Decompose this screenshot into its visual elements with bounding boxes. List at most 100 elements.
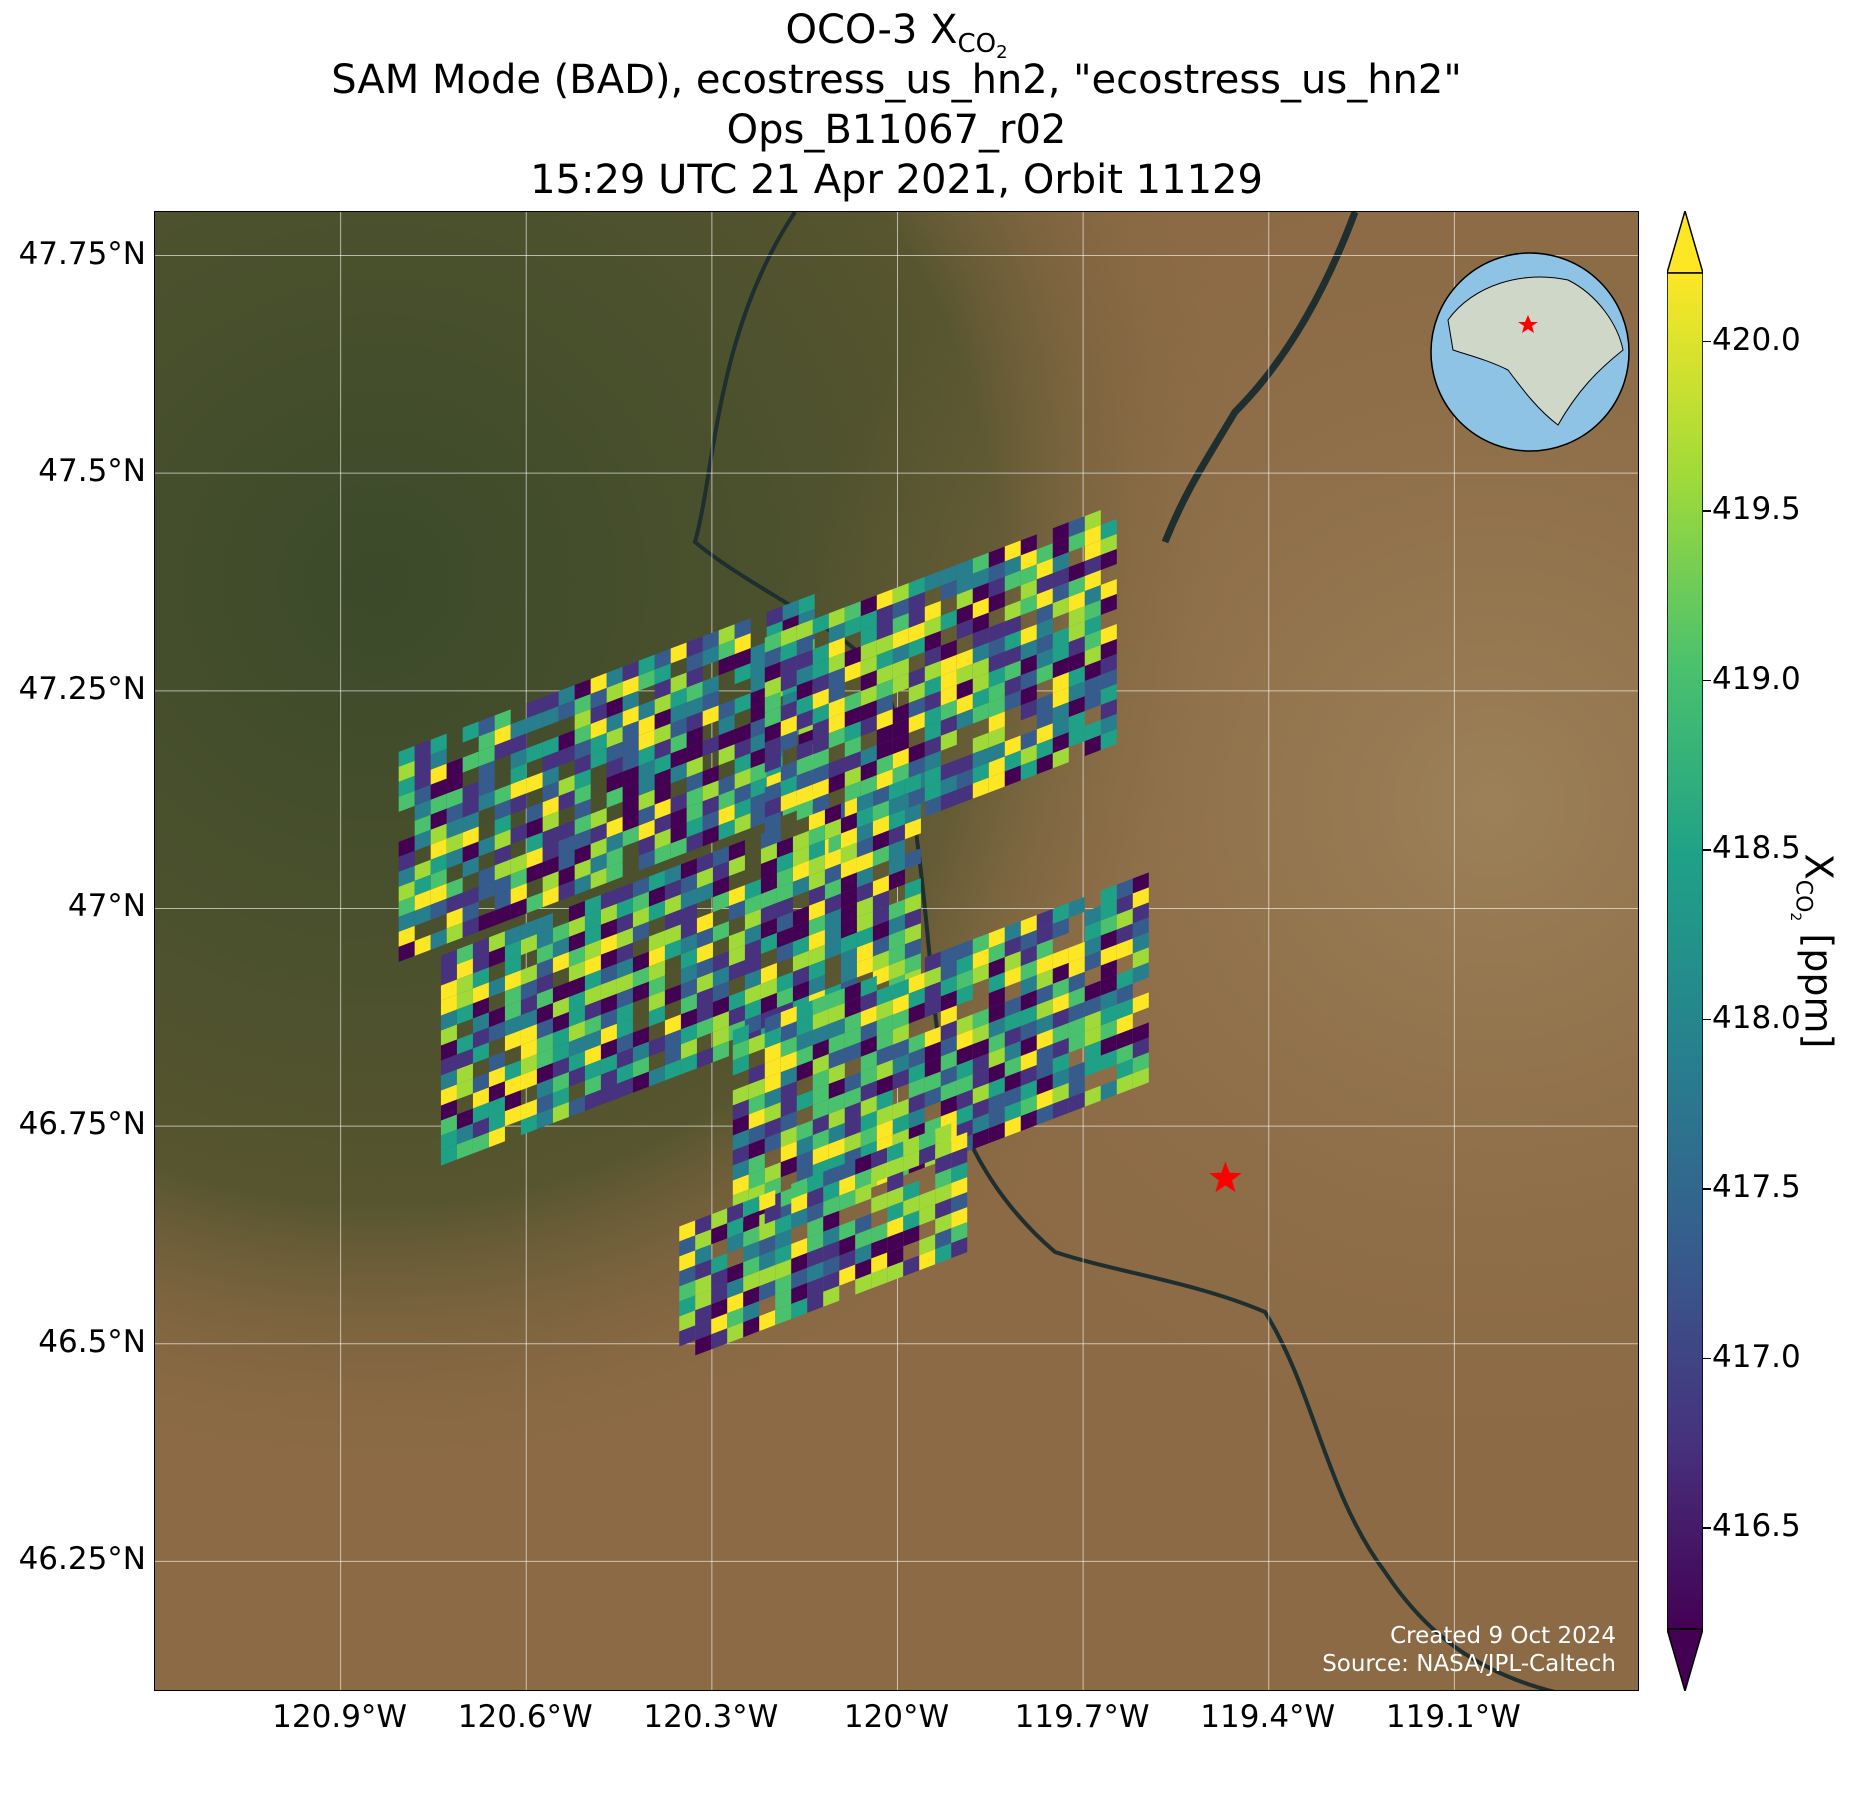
sounding-cell bbox=[972, 642, 989, 664]
sounding-cell bbox=[919, 1144, 936, 1166]
sounding-cell bbox=[1132, 917, 1149, 939]
sounding-cell bbox=[574, 768, 591, 791]
sounding-cell bbox=[526, 742, 543, 764]
sounding-cell bbox=[727, 1277, 744, 1299]
sounding-cell bbox=[760, 962, 777, 985]
sounding-cell bbox=[622, 810, 639, 832]
sounding-cell bbox=[606, 681, 623, 703]
sounding-cell bbox=[1004, 735, 1021, 757]
sounding-cell bbox=[670, 807, 687, 829]
map-panel[interactable]: Created 9 Oct 2024 Source: NASA/JPL-Calt… bbox=[154, 211, 1639, 1691]
sounding-cell bbox=[812, 613, 829, 635]
sounding-cell bbox=[622, 735, 639, 757]
sounding-cell bbox=[504, 1090, 521, 1112]
sounding-cell bbox=[855, 1168, 872, 1190]
sounding-cell bbox=[711, 1283, 728, 1305]
sounding-cell bbox=[584, 909, 601, 931]
sounding-cell bbox=[568, 960, 585, 982]
sounding-cell bbox=[526, 832, 543, 854]
sounding-cell bbox=[494, 709, 511, 731]
sounding-cell bbox=[1116, 1028, 1133, 1050]
colorbar-tick-mark bbox=[1703, 1188, 1711, 1190]
sounding-cell bbox=[632, 1041, 649, 1063]
sounding-cell bbox=[1036, 1013, 1053, 1035]
sounding-cell bbox=[904, 773, 921, 795]
sounding-cell bbox=[695, 1289, 712, 1311]
sounding-cell bbox=[654, 768, 671, 790]
sounding-cell bbox=[840, 887, 857, 909]
sounding-cell bbox=[1100, 914, 1117, 936]
sounding-cell bbox=[478, 715, 495, 737]
sounding-cell bbox=[574, 843, 591, 866]
sounding-cell bbox=[1004, 936, 1021, 958]
lat-tick-label: 46.5°N bbox=[38, 1323, 146, 1360]
sounding-cell bbox=[414, 889, 431, 911]
sounding-cell bbox=[472, 952, 489, 974]
sounding-cell bbox=[552, 1056, 569, 1079]
sounding-cell bbox=[775, 1288, 792, 1311]
sounding-cell bbox=[654, 693, 671, 715]
sounding-cell bbox=[876, 619, 893, 641]
sounding-cell bbox=[1004, 750, 1021, 772]
sounding-cell bbox=[956, 783, 973, 805]
sounding-cell bbox=[750, 717, 767, 739]
sounding-cell bbox=[776, 941, 793, 963]
sounding-cell bbox=[1052, 1082, 1069, 1104]
sounding-cell bbox=[892, 1008, 909, 1030]
sounding-cell bbox=[872, 800, 889, 822]
sounding-cell bbox=[892, 1023, 909, 1045]
sounding-cell bbox=[712, 1011, 729, 1033]
sounding-cell bbox=[1100, 683, 1117, 706]
sounding-cell bbox=[855, 1153, 872, 1175]
sounding-cell bbox=[398, 850, 415, 872]
sounding-cell bbox=[670, 732, 687, 754]
sounding-cell bbox=[1052, 582, 1069, 604]
sounding-cell bbox=[892, 978, 909, 1000]
sounding-cell bbox=[718, 819, 735, 841]
sounding-cell bbox=[1052, 1097, 1069, 1119]
sounding-cell bbox=[654, 828, 671, 850]
sounding-cell bbox=[1052, 717, 1069, 739]
sounding-cell bbox=[1084, 720, 1101, 742]
sounding-cell bbox=[1100, 884, 1117, 906]
sounding-cell bbox=[892, 1038, 909, 1060]
sounding-cell bbox=[1004, 966, 1021, 988]
sounding-cell bbox=[446, 802, 463, 824]
sounding-cell bbox=[1100, 638, 1117, 661]
sounding-cell bbox=[824, 878, 841, 900]
sounding-cell bbox=[472, 1012, 489, 1034]
sounding-cell bbox=[791, 1177, 808, 1199]
sounding-cell bbox=[510, 733, 527, 755]
sounding-cell bbox=[680, 888, 697, 910]
sounding-cell bbox=[670, 642, 687, 664]
sounding-cell bbox=[504, 985, 521, 1007]
sounding-cell bbox=[1036, 558, 1053, 580]
sounding-cell bbox=[940, 669, 957, 691]
sounding-cell bbox=[616, 882, 633, 904]
sounding-cell bbox=[988, 1047, 1005, 1069]
sounding-cell bbox=[680, 903, 697, 925]
sounding-cell bbox=[488, 1051, 505, 1073]
colorbar-gradient bbox=[1667, 272, 1703, 1630]
sounding-cell bbox=[1132, 962, 1149, 984]
sounding-cell bbox=[558, 880, 575, 902]
sounding-cell bbox=[670, 747, 687, 769]
sounding-cell bbox=[951, 1177, 968, 1199]
sounding-cell bbox=[1036, 738, 1053, 760]
sounding-cell bbox=[664, 924, 681, 946]
sounding-cell bbox=[840, 857, 857, 879]
sounding-cell bbox=[1036, 693, 1053, 715]
sounding-cell bbox=[1084, 645, 1101, 667]
sounding-cell bbox=[972, 1053, 989, 1075]
river-upper bbox=[1161, 212, 1359, 544]
sounding-cell bbox=[892, 1098, 909, 1120]
sounding-cell bbox=[568, 930, 585, 952]
sounding-cell bbox=[828, 622, 845, 644]
sounding-cell bbox=[1020, 654, 1037, 676]
sounding-cell bbox=[1036, 1028, 1053, 1050]
sounding-cell bbox=[828, 1017, 845, 1040]
sounding-cell bbox=[728, 960, 745, 982]
sounding-cell bbox=[764, 646, 781, 668]
sounding-cell bbox=[670, 792, 687, 814]
sounding-cell bbox=[924, 675, 941, 697]
